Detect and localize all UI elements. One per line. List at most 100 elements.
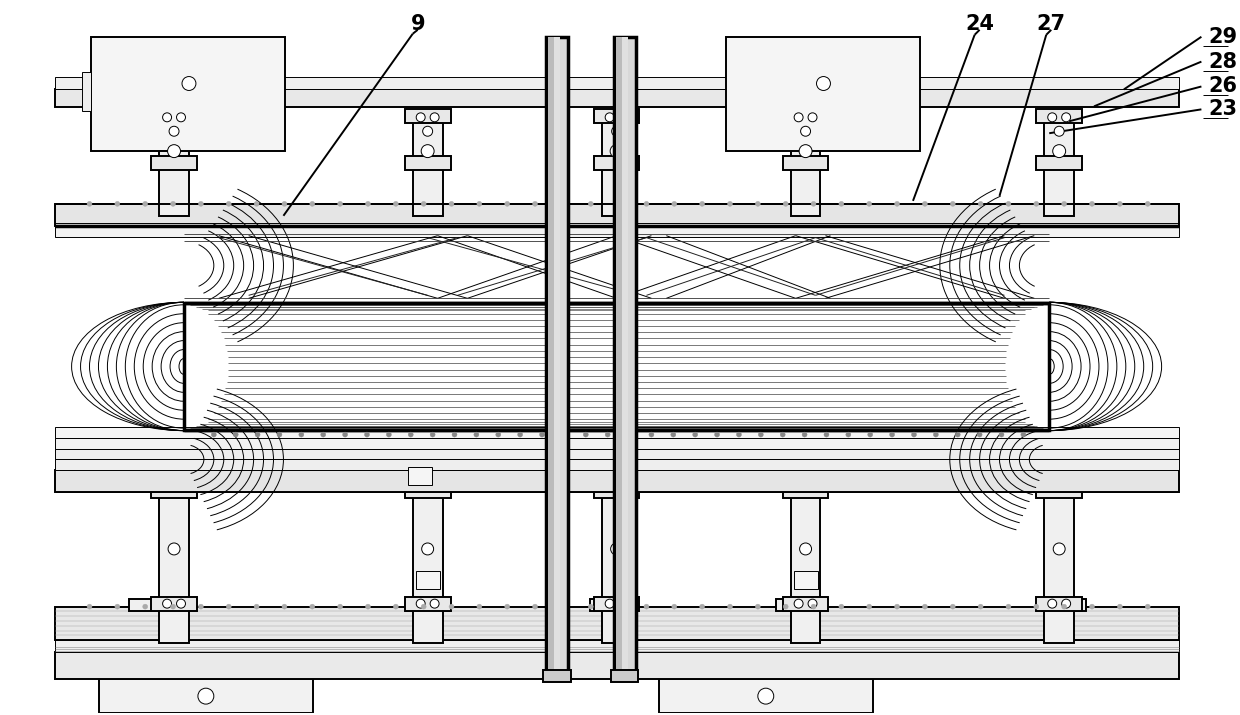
Circle shape <box>816 77 831 91</box>
Circle shape <box>255 432 260 437</box>
Circle shape <box>393 604 398 609</box>
Circle shape <box>198 202 203 207</box>
Circle shape <box>233 432 238 437</box>
Circle shape <box>1061 113 1070 122</box>
Circle shape <box>198 604 203 609</box>
Circle shape <box>211 432 216 437</box>
Circle shape <box>808 113 817 122</box>
Text: 23: 23 <box>1208 99 1238 119</box>
Bar <box>776 598 820 611</box>
Circle shape <box>794 599 804 608</box>
Circle shape <box>281 604 286 609</box>
Bar <box>610 670 639 682</box>
Bar <box>55 226 1178 237</box>
Circle shape <box>588 604 593 609</box>
Bar <box>601 489 631 644</box>
Bar <box>151 156 197 170</box>
Circle shape <box>254 604 259 609</box>
Circle shape <box>784 604 789 609</box>
Bar <box>548 36 556 679</box>
Circle shape <box>393 202 398 207</box>
Bar <box>55 438 1178 448</box>
Circle shape <box>950 604 955 609</box>
Circle shape <box>474 432 479 437</box>
Text: 28: 28 <box>1208 51 1238 72</box>
Bar <box>660 679 873 713</box>
Circle shape <box>505 604 510 609</box>
Circle shape <box>728 604 733 609</box>
Bar <box>782 597 828 611</box>
Circle shape <box>408 432 413 437</box>
Bar <box>782 109 828 123</box>
Circle shape <box>496 432 501 437</box>
Circle shape <box>794 113 804 122</box>
Circle shape <box>169 127 179 137</box>
Bar <box>184 303 1049 430</box>
Circle shape <box>627 432 632 437</box>
Circle shape <box>176 113 186 122</box>
Circle shape <box>453 432 458 437</box>
Circle shape <box>422 144 434 157</box>
Circle shape <box>182 77 196 91</box>
Bar <box>543 670 570 682</box>
Circle shape <box>978 202 983 207</box>
Circle shape <box>162 599 171 608</box>
Circle shape <box>281 202 286 207</box>
Circle shape <box>423 127 433 137</box>
Circle shape <box>649 432 653 437</box>
Circle shape <box>923 202 928 207</box>
Bar <box>791 117 821 216</box>
Circle shape <box>802 432 807 437</box>
Circle shape <box>644 604 649 609</box>
Circle shape <box>176 599 186 608</box>
Circle shape <box>162 113 171 122</box>
Bar <box>129 598 174 611</box>
Circle shape <box>977 432 982 437</box>
Circle shape <box>417 113 425 122</box>
Bar <box>413 117 443 216</box>
Bar <box>55 204 1178 226</box>
Circle shape <box>143 202 148 207</box>
Bar <box>594 597 640 611</box>
Circle shape <box>1006 202 1011 207</box>
Circle shape <box>1048 599 1056 608</box>
Bar <box>82 72 92 112</box>
Bar <box>413 489 443 644</box>
Bar <box>404 109 450 123</box>
Bar <box>405 598 450 611</box>
Circle shape <box>950 202 955 207</box>
Bar <box>621 36 627 679</box>
Circle shape <box>167 144 181 157</box>
Circle shape <box>449 202 454 207</box>
Circle shape <box>808 599 817 608</box>
Circle shape <box>1146 202 1151 207</box>
Bar <box>1037 597 1083 611</box>
Circle shape <box>1054 127 1064 137</box>
Circle shape <box>999 432 1004 437</box>
Bar <box>590 598 634 611</box>
Circle shape <box>1021 432 1025 437</box>
Circle shape <box>894 202 899 207</box>
Bar <box>1043 598 1086 611</box>
Circle shape <box>934 432 939 437</box>
Bar <box>408 468 432 485</box>
Circle shape <box>277 432 281 437</box>
Circle shape <box>605 113 614 122</box>
Bar <box>782 484 828 498</box>
Text: 29: 29 <box>1208 26 1238 46</box>
Circle shape <box>310 202 315 207</box>
Circle shape <box>539 432 544 437</box>
Circle shape <box>955 432 960 437</box>
Circle shape <box>758 688 774 704</box>
Circle shape <box>422 604 427 609</box>
Circle shape <box>337 202 342 207</box>
Circle shape <box>505 202 510 207</box>
Circle shape <box>811 604 816 609</box>
Circle shape <box>1090 604 1095 609</box>
Circle shape <box>923 604 928 609</box>
Text: 9: 9 <box>410 14 425 34</box>
Bar <box>594 484 640 498</box>
Circle shape <box>198 688 213 704</box>
Bar <box>546 36 568 679</box>
Bar <box>151 484 197 498</box>
